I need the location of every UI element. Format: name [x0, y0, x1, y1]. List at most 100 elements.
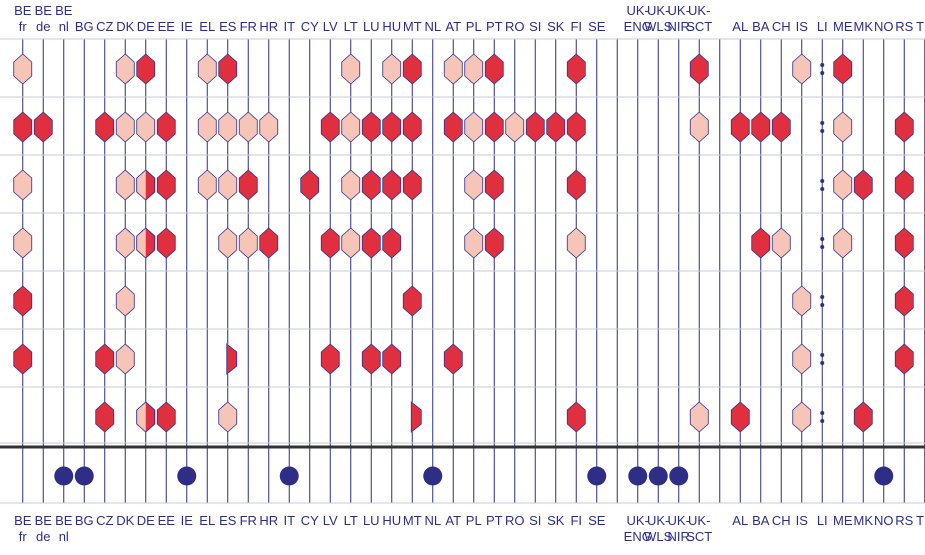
- bottom-label-line1: UK-: [647, 513, 669, 528]
- marker-circle: [669, 466, 689, 486]
- bottom-label-line1: LI: [817, 513, 828, 528]
- hexagon-strong: [484, 53, 504, 85]
- hexagon-strong: [894, 111, 914, 143]
- top-label-line2: ME: [833, 19, 853, 34]
- bottom-label-line1: BE: [35, 513, 53, 528]
- top-label-line2: NIR: [668, 19, 690, 34]
- hexagon-strong: [13, 111, 33, 143]
- hexagon-light: [115, 227, 135, 259]
- hexagon-light: [689, 401, 709, 433]
- hexagon-light: [382, 53, 402, 85]
- top-label-line2: CZ: [96, 19, 113, 34]
- hexagon-strong: [361, 111, 381, 143]
- bottom-label-line1: ES: [219, 513, 237, 528]
- hexagon-strong: [33, 111, 53, 143]
- hexagon-light: [464, 227, 484, 259]
- top-label-line2: PT: [486, 19, 503, 34]
- top-label-line2: CH: [772, 19, 791, 34]
- top-label-line2: CY: [301, 19, 319, 34]
- top-label-line2: SE: [588, 19, 606, 34]
- bottom-label-line1: DE: [137, 513, 155, 528]
- bottom-label-line1: RO: [505, 513, 525, 528]
- bottom-label-line1: CZ: [96, 513, 113, 528]
- bottom-label-line1: UK-: [627, 513, 649, 528]
- hexagon-light: [792, 53, 812, 85]
- bottom-label-line1: HU: [382, 513, 401, 528]
- marker-circle: [423, 466, 443, 486]
- hexagon-strong: [402, 169, 422, 201]
- hexagon-light: [833, 111, 853, 143]
- bottom-label-line1: LV: [323, 513, 338, 528]
- bottom-label-line2: SCT: [686, 529, 712, 544]
- hexagon-half-light: [136, 228, 146, 258]
- bottom-label-line1: PL: [466, 513, 482, 528]
- hexagon-strong: [320, 343, 340, 375]
- bottom-label-line1: IS: [796, 513, 809, 528]
- top-label-line2: AL: [732, 19, 748, 34]
- bottom-label-line2: nl: [59, 529, 69, 544]
- ellipsis-dot: [820, 237, 825, 241]
- hexagon-strong: [156, 111, 176, 143]
- hexagon-strong: [833, 53, 853, 85]
- top-label-line2: de: [36, 19, 50, 34]
- hexagon-strong: [894, 169, 914, 201]
- top-label-line2: WLS: [644, 19, 673, 34]
- ellipsis-dot: [820, 71, 825, 75]
- bottom-label-line1: UK-: [668, 513, 690, 528]
- marker-circle: [648, 466, 668, 486]
- hexagon-light: [13, 169, 33, 201]
- hexagon-strong: [361, 343, 381, 375]
- bottom-label-line1: LU: [363, 513, 380, 528]
- top-label-line2: SCT: [686, 19, 712, 34]
- top-label-line2: DE: [137, 19, 155, 34]
- hexagon-strong: [382, 169, 402, 201]
- top-label-line2: EL: [199, 19, 215, 34]
- hexagon-strong: [853, 401, 873, 433]
- hexagon-partial: [410, 401, 422, 433]
- top-label-line2: LV: [323, 19, 338, 34]
- hexagon-light: [238, 227, 258, 259]
- top-label-line2: ENG: [624, 19, 652, 34]
- hexagon-strong: [566, 169, 586, 201]
- top-label-line2: IE: [181, 19, 194, 34]
- hexagon-light: [218, 227, 238, 259]
- bottom-label-line1: CY: [301, 513, 319, 528]
- hexagon-outline: [136, 401, 156, 433]
- marker-circle: [628, 466, 648, 486]
- hexagon-half-light: [136, 402, 146, 432]
- top-label-line2: FI: [570, 19, 582, 34]
- bottom-label-line1: EL: [199, 513, 215, 528]
- hexagon-strong: [894, 285, 914, 317]
- top-label-line2: DK: [116, 19, 134, 34]
- hexagon-strong: [689, 53, 709, 85]
- hexagon-strong: [156, 227, 176, 259]
- hexagon-strong: [156, 169, 176, 201]
- top-label-line1: UK-: [627, 3, 649, 18]
- ellipsis-dot: [820, 353, 825, 357]
- hexagon-light: [792, 285, 812, 317]
- hexagon-light: [792, 343, 812, 375]
- bottom-label-line1: BE: [55, 513, 73, 528]
- hexagon-strong: [771, 111, 791, 143]
- bottom-label-line2: fr: [19, 529, 28, 544]
- hexagon-light: [115, 169, 135, 201]
- hexagon-light: [566, 227, 586, 259]
- hexagon-strong: [156, 401, 176, 433]
- bottom-label-line2: NIR: [668, 529, 690, 544]
- top-label-line2: LI: [817, 19, 828, 34]
- ellipsis-dot: [820, 411, 825, 415]
- hexagon-strong: [402, 285, 422, 317]
- top-label-line1: BE: [55, 3, 73, 18]
- hexagon-strong: [136, 53, 156, 85]
- hexagon-light: [197, 111, 217, 143]
- bottom-label-line1: ME: [833, 513, 853, 528]
- hexagon-strong: [218, 53, 238, 85]
- hexagon-light: [259, 111, 279, 143]
- top-label-line2: fr: [19, 19, 28, 34]
- hexagon-light: [136, 111, 156, 143]
- hexagon-strong: [13, 285, 33, 317]
- top-label-line2: MT: [403, 19, 422, 34]
- hexagon-strong: [300, 169, 320, 201]
